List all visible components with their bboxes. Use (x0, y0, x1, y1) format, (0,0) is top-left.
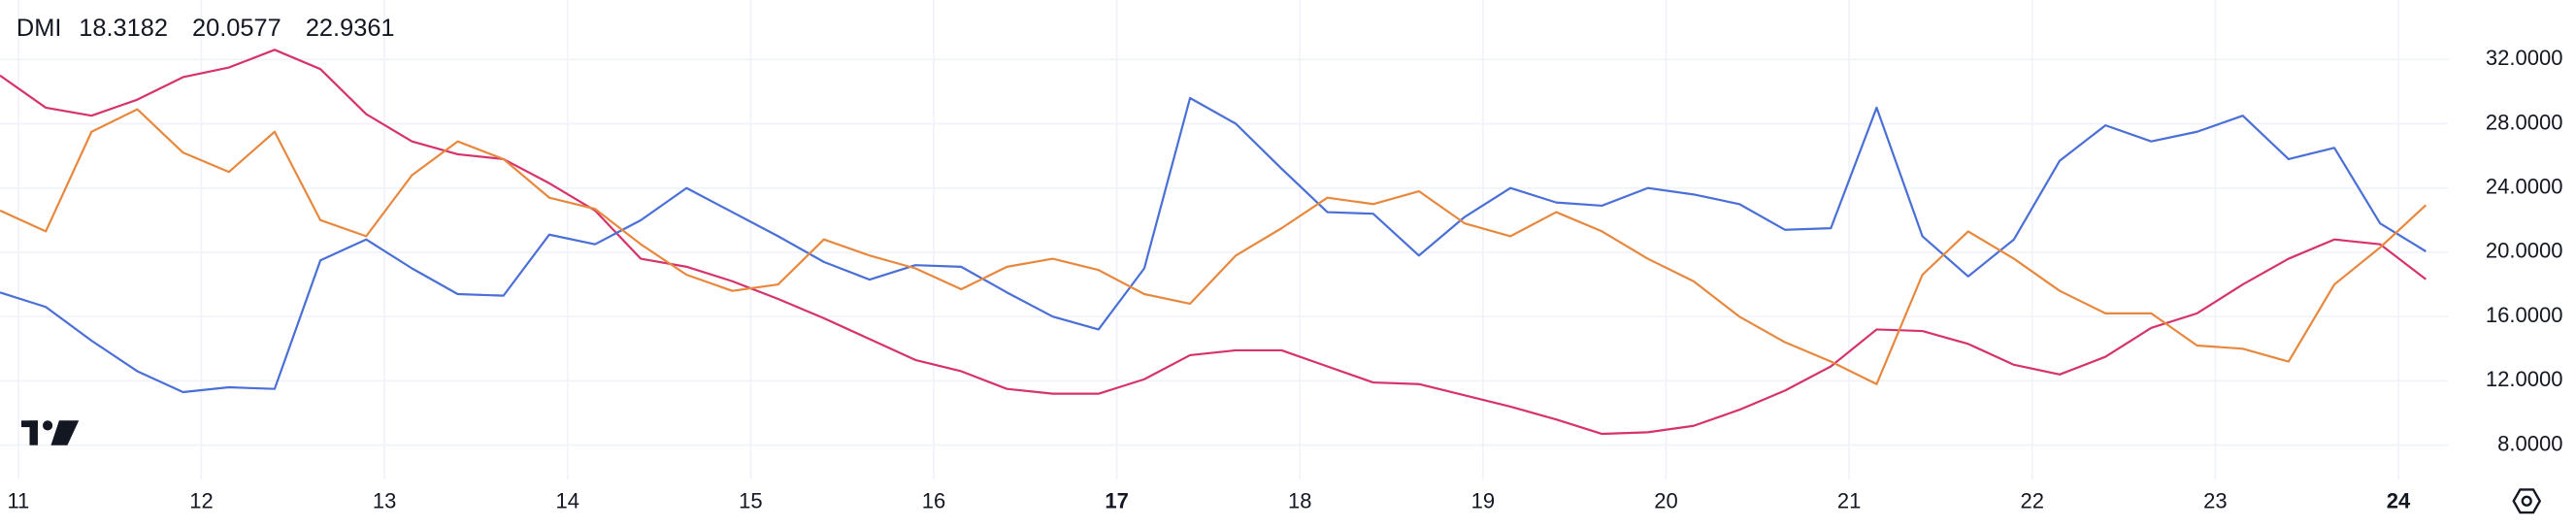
x-tick-label: 19 (1471, 489, 1495, 513)
legend-title: DMI (17, 15, 62, 42)
plot (0, 49, 2427, 436)
settings-icon[interactable] (2512, 488, 2542, 514)
legend-value: 18.3182 (79, 15, 168, 42)
x-tick-label: 15 (739, 489, 762, 513)
y-tick-label: 12.0000 (2486, 367, 2563, 391)
x-tick-label: 14 (556, 489, 579, 513)
x-tick-label: 20 (1654, 489, 1677, 513)
grid (0, 0, 2448, 480)
x-tick-label: 11 (7, 489, 29, 513)
x-tick-label: 16 (922, 489, 945, 513)
legend: DMI 18.3182 20.0577 22.9361 (17, 15, 395, 42)
x-tick-label: 17 (1105, 489, 1128, 513)
x-tick-label: 22 (2021, 489, 2044, 513)
x-tick-label: 23 (2203, 489, 2227, 513)
series-line (0, 96, 2427, 394)
y-tick-label: 28.0000 (2486, 110, 2563, 134)
legend-value: 20.0577 (192, 15, 281, 42)
series-line (0, 108, 2427, 385)
x-tick-label: 21 (1837, 489, 1861, 513)
x-tick-label: 24 (2387, 489, 2411, 513)
y-tick-label: 16.0000 (2486, 303, 2563, 327)
tradingview-logo (21, 420, 80, 446)
y-tick-label: 32.0000 (2486, 46, 2563, 70)
y-tick-label: 20.0000 (2486, 239, 2563, 263)
y-tick-label: 8.0000 (2497, 431, 2562, 455)
x-tick-label: 12 (189, 489, 213, 513)
legend-value: 22.9361 (306, 15, 395, 42)
series-line (0, 49, 2427, 436)
y-tick-label: 24.0000 (2486, 175, 2563, 199)
axes: 8.0000 12.0000 16.0000 20.0000 24.0000 28.000… (7, 46, 2562, 513)
x-tick-label: 18 (1288, 489, 1311, 513)
x-tick-label: 13 (373, 489, 396, 513)
